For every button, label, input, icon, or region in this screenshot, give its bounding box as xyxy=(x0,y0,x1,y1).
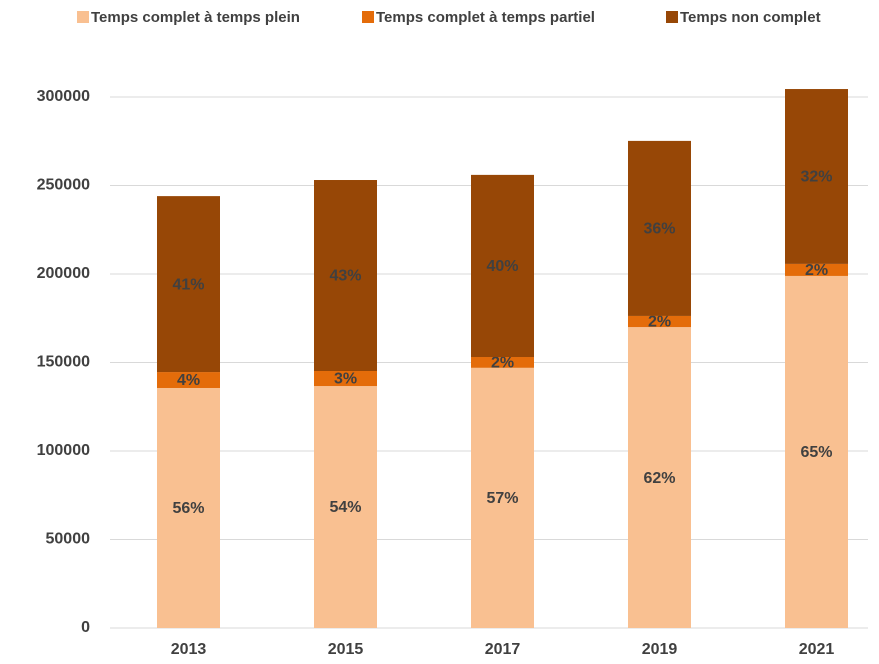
y-tick-label: 300000 xyxy=(37,88,90,105)
bar-segment xyxy=(785,263,848,276)
bar-segment xyxy=(628,140,691,316)
data-label: 41% xyxy=(172,276,204,293)
x-tick-label: 2015 xyxy=(328,641,364,658)
bar-segment xyxy=(471,357,534,368)
y-tick-label: 150000 xyxy=(37,354,90,371)
x-tick-label: 2021 xyxy=(799,641,835,658)
y-tick-label: 200000 xyxy=(37,265,90,282)
legend-label: Temps non complet xyxy=(680,9,821,26)
data-label: 4% xyxy=(177,372,200,389)
y-tick-label: 0 xyxy=(81,619,90,636)
data-label: 2% xyxy=(648,314,671,331)
bar-segment xyxy=(314,370,377,387)
data-label: 2% xyxy=(805,262,828,279)
legend-label: Temps complet à temps partiel xyxy=(376,9,595,26)
data-label: 62% xyxy=(643,470,675,487)
y-tick-label: 50000 xyxy=(46,531,91,548)
bar-segment xyxy=(471,174,534,358)
bar-segment xyxy=(314,180,377,371)
data-label: 56% xyxy=(172,500,204,517)
data-label: 43% xyxy=(329,268,361,285)
bar-segment xyxy=(314,386,377,628)
bar-segment xyxy=(785,89,848,264)
x-tick-label: 2019 xyxy=(642,641,678,658)
y-tick-label: 250000 xyxy=(37,177,90,194)
bar-segment xyxy=(628,315,691,328)
bar-segment xyxy=(157,387,220,628)
legend-swatch xyxy=(77,11,89,23)
data-label: 40% xyxy=(486,258,518,275)
data-label: 32% xyxy=(800,169,832,186)
x-tick-label: 2013 xyxy=(171,641,207,658)
data-label: 57% xyxy=(486,490,518,507)
legend-label: Temps complet à temps plein xyxy=(91,9,300,26)
y-tick-label: 100000 xyxy=(37,442,90,459)
bar-segment xyxy=(157,196,220,373)
data-label: 54% xyxy=(329,499,361,516)
bar-segment xyxy=(471,367,534,628)
bar-segment xyxy=(785,275,848,628)
data-label: 65% xyxy=(800,444,832,461)
legend-swatch xyxy=(362,11,374,23)
legend-swatch xyxy=(666,11,678,23)
data-label: 3% xyxy=(334,371,357,388)
bar-segment xyxy=(157,372,220,388)
bar-segment xyxy=(628,327,691,628)
data-label: 36% xyxy=(643,221,675,238)
x-tick-label: 2017 xyxy=(485,641,521,658)
data-label: 2% xyxy=(491,355,514,372)
